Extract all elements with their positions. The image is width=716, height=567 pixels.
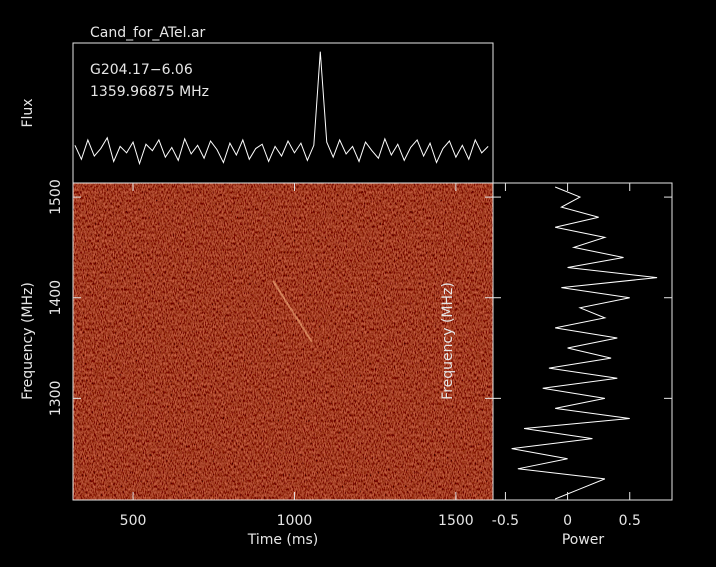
y-tick-label: 1500 [48,179,64,215]
annotation: G204.17−6.06 [90,62,193,78]
x-tick-label: 0 [563,513,572,529]
annotation: 1359.96875 MHz [90,84,209,100]
x-tick-label: 1500 [438,513,474,529]
y-axis-label: Frequency (MHz) [20,282,36,400]
dispersion-sweep [272,280,313,343]
y-tick-label: 1400 [48,280,64,316]
y-tick-label: 1300 [48,381,64,417]
chart-title: Cand_for_ATel.ar [90,25,206,41]
x-axis-label: Power [562,532,605,548]
x-axis-label: Time (ms) [247,532,319,548]
x-tick-label: 1000 [277,513,313,529]
x-tick-label: -0.5 [492,513,519,529]
x-tick-label: 0.5 [619,513,641,529]
flux-profile [74,51,489,166]
spectrum-frame [492,182,673,501]
waterfall-texture [73,183,493,500]
x-tick-label: 500 [120,513,147,529]
y-axis-label: Frequency (MHz) [440,282,456,400]
y-axis-label: Flux [20,98,36,127]
spectrum [511,186,658,500]
